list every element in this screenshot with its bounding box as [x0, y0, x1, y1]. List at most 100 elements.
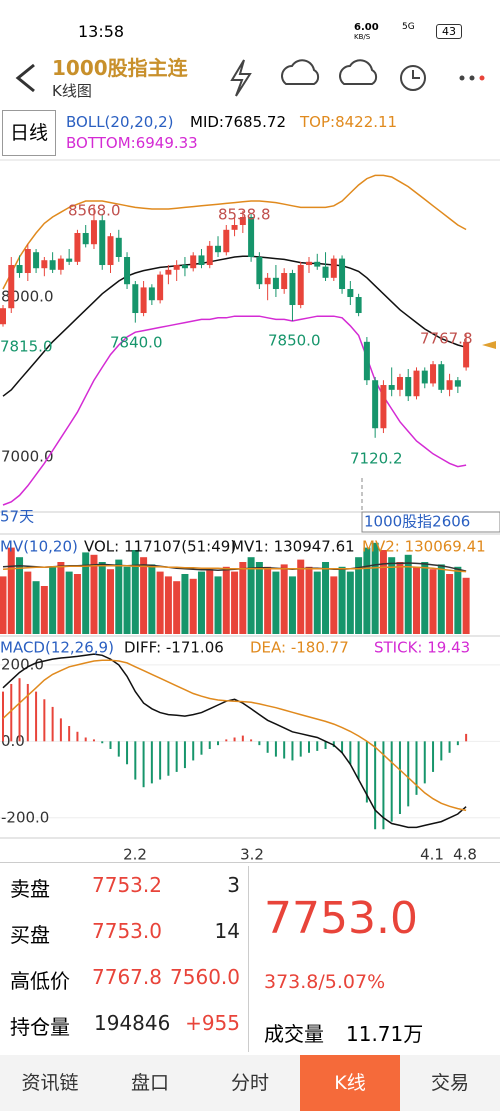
- volume-bar: [437, 564, 445, 634]
- volume-bar: [173, 581, 181, 634]
- net-speed: 6.00: [354, 22, 379, 33]
- flash-icon[interactable]: [230, 59, 252, 97]
- volume-bar: [156, 571, 164, 634]
- mid-label: MID:7685.72: [190, 113, 286, 131]
- quote-value: 3: [227, 873, 240, 897]
- boll-label: BOLL(20,20,2): [66, 113, 174, 131]
- volume-legend: MV2: 130069.41: [362, 538, 486, 556]
- candle-body: [8, 265, 15, 309]
- candle-body: [107, 236, 114, 266]
- volume-legend: VOL: 117107(51:49): [84, 538, 236, 556]
- more[interactable]: [459, 75, 485, 81]
- candle-body: [405, 377, 412, 397]
- quote-value: 194846: [94, 1011, 171, 1035]
- annotation: 57天: [0, 508, 34, 526]
- candle-body: [41, 260, 48, 269]
- volume-bar: [379, 550, 387, 634]
- tab[interactable]: K线: [300, 1055, 400, 1111]
- candle-body: [99, 220, 106, 266]
- candle-body: [239, 217, 246, 226]
- back[interactable]: [15, 63, 35, 93]
- quote-label: 买盘: [10, 923, 50, 947]
- macd-legend: DIFF: -171.06: [124, 639, 224, 657]
- quote-divider: [248, 866, 249, 1052]
- volume-bar: [454, 566, 462, 634]
- subtitle: K线图: [52, 82, 92, 100]
- tab[interactable]: 交易: [400, 1055, 500, 1111]
- candle-body: [206, 245, 213, 266]
- volume-bar: [338, 566, 346, 634]
- contract-box: [361, 511, 500, 533]
- change: 373.8/5.07%: [264, 971, 386, 993]
- volume-bar: [355, 557, 363, 634]
- volume-bar: [98, 562, 106, 634]
- volume-bar: [239, 562, 247, 634]
- candle-body: [16, 265, 23, 274]
- candle-body: [413, 370, 420, 397]
- volume-bar: [297, 559, 305, 634]
- volume-bar: [330, 576, 338, 634]
- date-label: 4.1: [420, 846, 444, 864]
- price-marker: [482, 341, 496, 349]
- candle-body: [264, 277, 271, 285]
- volume-bar: [164, 576, 172, 634]
- candle-body: [82, 233, 89, 245]
- candle-body: [380, 385, 387, 429]
- volume-bar: [0, 576, 7, 634]
- candle-body: [66, 258, 73, 262]
- candle-body: [272, 277, 279, 290]
- candle-body: [388, 385, 395, 390]
- cloud-down[interactable]: [339, 59, 378, 85]
- volume-bar: [305, 566, 313, 634]
- annotation: 7850.0: [268, 332, 321, 350]
- period[interactable]: 日线: [2, 110, 56, 156]
- volume-bar: [371, 542, 379, 634]
- volume-bar: [462, 577, 470, 634]
- candle-body: [198, 255, 205, 266]
- candle-body: [322, 266, 329, 278]
- volume-bar: [115, 559, 123, 634]
- date-label: 3.2: [240, 846, 264, 864]
- candle-body: [446, 380, 453, 390]
- y-tick-label: -200.0: [1, 808, 49, 826]
- volume-bar: [65, 571, 73, 634]
- candle-body: [24, 249, 31, 274]
- quote-label: 持仓量: [10, 1015, 70, 1039]
- volume-bar: [421, 562, 429, 634]
- candle-body: [0, 308, 6, 325]
- last-price: 7753.0: [264, 893, 418, 944]
- mv-line: [2, 565, 467, 573]
- signal: 5G: [402, 22, 415, 32]
- candle-body: [421, 370, 428, 384]
- volume-bar: [288, 576, 296, 634]
- volume-bar: [90, 554, 98, 634]
- volume-bar: [313, 571, 321, 634]
- volume-bar: [396, 562, 404, 634]
- volume-bar: [140, 557, 148, 634]
- candle-body: [438, 364, 445, 390]
- candle-body: [74, 233, 81, 262]
- volume-bar: [214, 576, 222, 634]
- candle-body: [330, 258, 337, 278]
- candle-body: [355, 297, 362, 314]
- candle-body: [165, 269, 172, 275]
- volume-bar: [107, 569, 115, 634]
- candle-body: [248, 217, 255, 258]
- annotation: 7120.2: [350, 450, 403, 468]
- volume-bar: [148, 564, 156, 634]
- annotation: 1000股指2606: [364, 513, 470, 531]
- candle-body: [339, 258, 346, 290]
- tab[interactable]: 分时: [200, 1055, 300, 1111]
- candle-body: [396, 377, 403, 390]
- tab[interactable]: 盘口: [100, 1055, 200, 1111]
- volume-bar: [413, 566, 420, 634]
- volume-bar: [73, 574, 81, 634]
- volume-bar: [388, 557, 396, 634]
- cloud-up[interactable]: [281, 59, 320, 85]
- clock-hand: [412, 70, 420, 79]
- clock[interactable]: [400, 65, 426, 91]
- candle-body: [157, 274, 164, 301]
- tab[interactable]: 资讯链: [0, 1055, 100, 1111]
- y-tick-label: 7000.0: [1, 448, 54, 466]
